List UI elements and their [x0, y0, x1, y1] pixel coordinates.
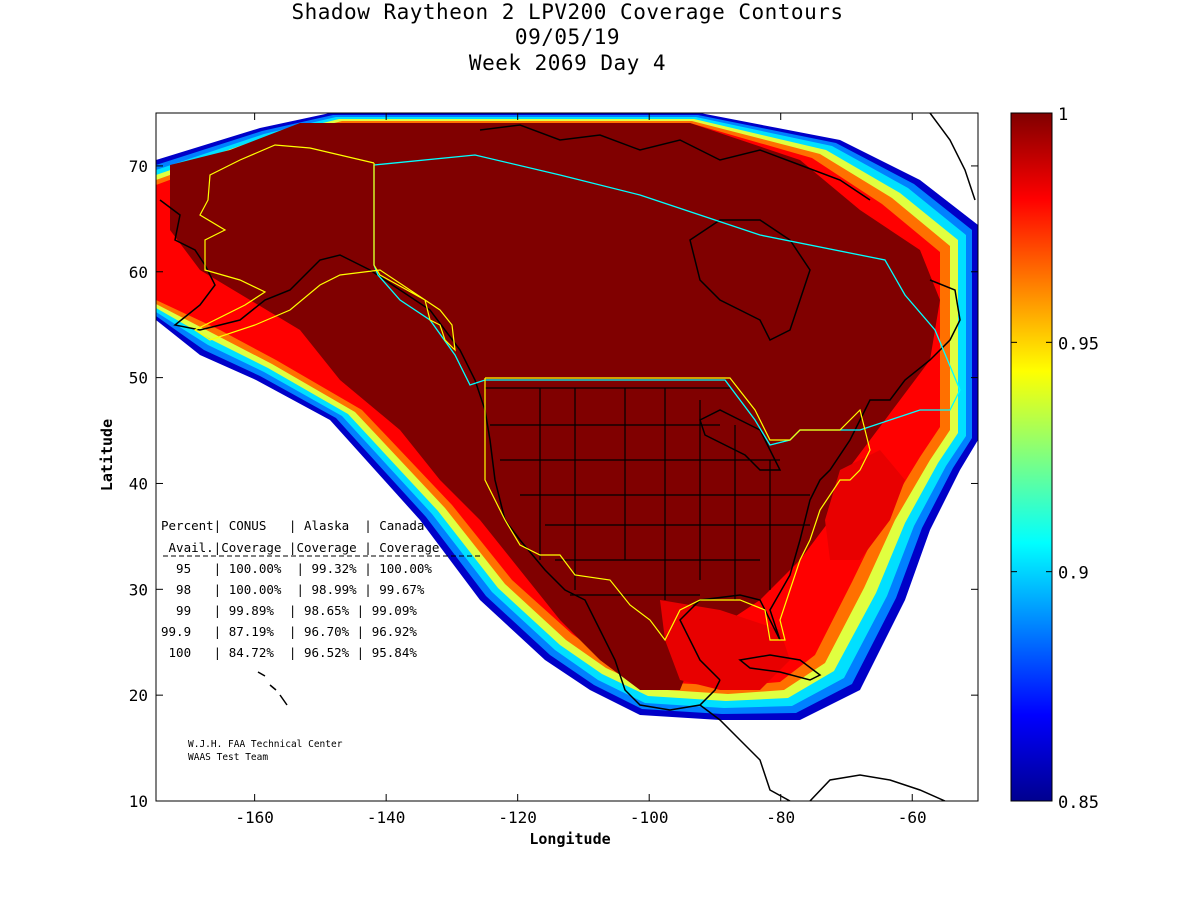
x-tick-label: -60 [898, 808, 927, 827]
hudson-bay [689, 219, 811, 342]
table-row: 99 | 99.89% | 98.65% | 99.09% [161, 603, 417, 618]
y-tick-label: 50 [129, 369, 148, 388]
x-tick-label: -100 [630, 808, 669, 827]
x-tick-label: -140 [367, 808, 406, 827]
contour-red-patch-gulf [660, 600, 790, 690]
colorbar-tick-label: 0.85 [1058, 793, 1099, 813]
credit-line-2: WAAS Test Team [188, 752, 268, 763]
colorbar-ticks: 1 0.95 0.9 0.85 [1011, 105, 1099, 813]
table-header-2: Avail.|Coverage |Coverage | Coverage [161, 540, 439, 555]
contour-red-patch-east [825, 450, 905, 560]
credit-line-1: W.J.H. FAA Technical Center [188, 739, 343, 750]
conus-boundary [484, 377, 871, 642]
y-tick-label: 70 [129, 157, 148, 176]
table-header-1: Percent| CONUS | Alaska | Canada [161, 518, 424, 533]
y-tick-label: 40 [129, 474, 148, 493]
table-row: 95 | 100.00% | 99.32% | 100.00% [161, 561, 432, 576]
y-tick-label: 30 [129, 580, 148, 599]
table-row: 99.9 | 87.19% | 96.70% | 96.92% [161, 624, 417, 639]
x-axis: -160 -140 -120 -100 -80 -60 [235, 113, 927, 827]
great-lakes [699, 409, 782, 471]
alaska-boundary [193, 144, 456, 352]
axes-frame [155, 112, 979, 802]
y-tick-label: 10 [129, 792, 148, 811]
alaska-coast [159, 199, 446, 331]
colorbar-tick-label: 1 [1058, 105, 1068, 125]
x-tick-label: -120 [498, 808, 537, 827]
y-tick-label: 20 [129, 686, 148, 705]
x-tick-label: -160 [235, 808, 274, 827]
colorbar-tick-label: 0.9 [1058, 564, 1089, 584]
y-axis: 10 20 30 40 50 60 70 [129, 157, 978, 811]
coastlines [159, 113, 976, 801]
coverage-table: Percent| CONUS | Alaska | Canada Avail.|… [161, 518, 480, 660]
coverage-contours [156, 113, 978, 720]
cuba [738, 654, 822, 681]
y-axis-label: Latitude [98, 419, 116, 491]
central-america [699, 704, 791, 801]
x-axis-label: Longitude [529, 830, 610, 848]
greenland-coast [929, 113, 976, 201]
arctic-islands [479, 124, 871, 201]
table-row: 100 | 84.72% | 96.52% | 95.84% [161, 645, 417, 660]
hawaii [257, 671, 288, 706]
plot-title: Shadow Raytheon 2 LPV200 Coverage Contou… [291, 0, 844, 24]
x-tick-label: -80 [766, 808, 795, 827]
y-tick-label: 60 [129, 263, 148, 282]
plot-date: 09/05/19 [514, 25, 621, 49]
colorbar [1010, 112, 1053, 802]
south-america-coast [809, 774, 946, 801]
plot-week: Week 2069 Day 4 [468, 51, 667, 75]
gulf-coast [679, 279, 961, 681]
contour-band-100 [170, 123, 940, 690]
colorbar-tick-label: 0.95 [1058, 334, 1099, 354]
us-state-lines [485, 387, 810, 600]
table-row: 98 | 100.00% | 98.99% | 99.67% [161, 582, 425, 597]
